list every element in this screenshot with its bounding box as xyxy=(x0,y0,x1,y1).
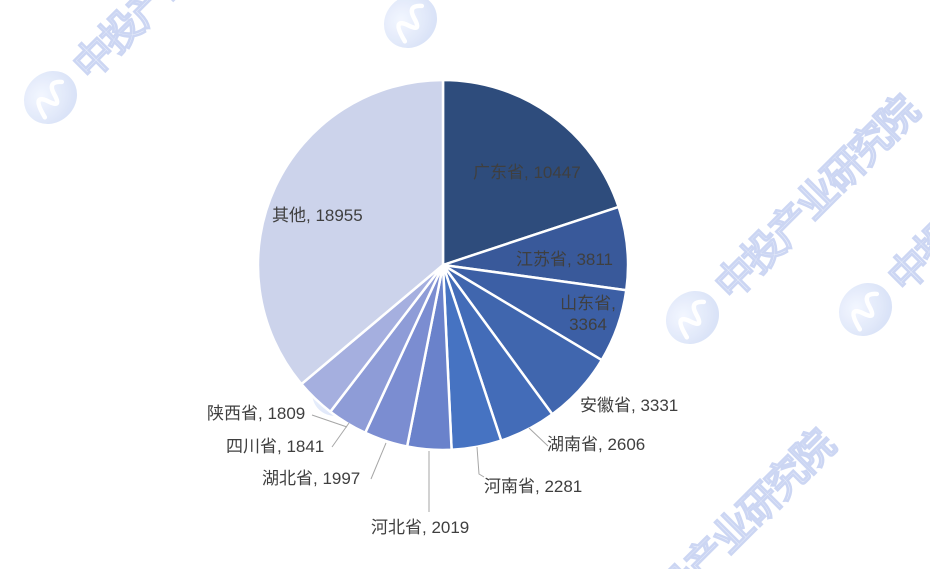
leader-line-hunan xyxy=(528,427,549,447)
data-label-jiangsu: 江苏省, 3811 xyxy=(516,250,614,269)
pie-slice-guangdong[interactable] xyxy=(441,78,620,267)
data-label-qita: 其他, 18955 xyxy=(272,206,363,225)
data-label-guangdong: 广东省, 10447 xyxy=(473,163,581,182)
data-label-anhui: 安徽省, 3331 xyxy=(580,396,679,415)
data-label-shandong-line1: 山东省, xyxy=(560,294,616,313)
data-label-hubei: 湖北省, 1997 xyxy=(262,469,361,488)
leader-line-shaanxi xyxy=(311,414,348,428)
data-label-henan: 河南省, 2281 xyxy=(484,477,583,496)
pie-slice-qita[interactable] xyxy=(256,78,445,386)
data-label-shaanxi: 陕西省, 1809 xyxy=(207,404,306,423)
leader-line-hubei xyxy=(370,442,387,480)
data-label-hebei: 河北省, 2019 xyxy=(371,518,470,537)
data-label-shandong-line2: 3364 xyxy=(569,315,607,335)
data-label-hunan: 湖南省, 2606 xyxy=(547,435,646,454)
data-label-sichuan: 四川省, 1841 xyxy=(226,437,325,456)
leader-line-henan xyxy=(476,446,485,478)
data-label-shandong: 山东省, 3364 xyxy=(545,293,631,336)
